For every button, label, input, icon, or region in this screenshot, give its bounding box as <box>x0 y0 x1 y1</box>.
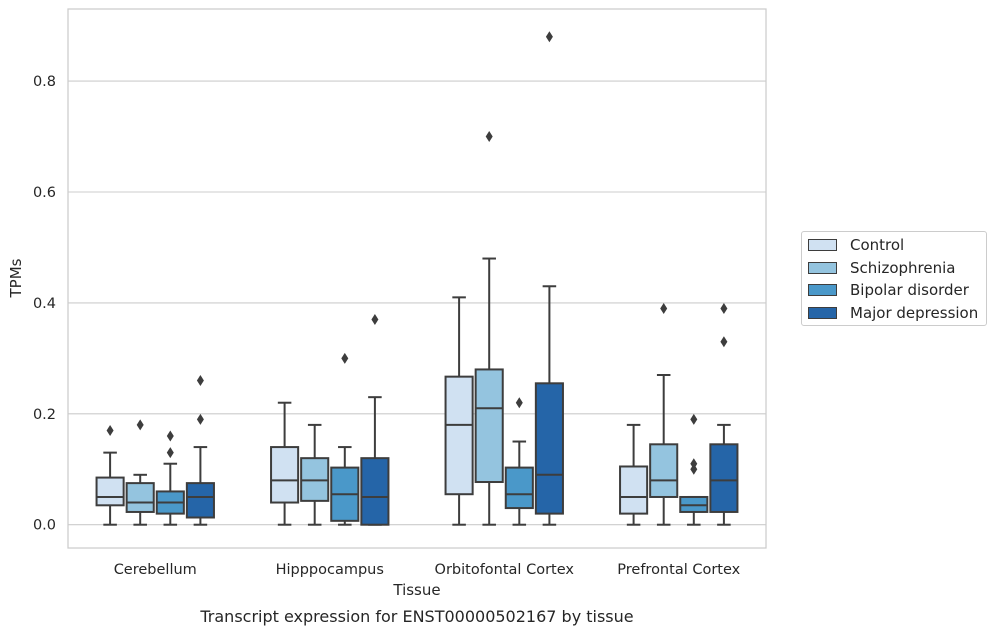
legend-label: Bipolar disorder <box>850 281 969 299</box>
box-3-1 <box>649 302 679 526</box>
y-tick-label: 0.4 <box>33 296 56 312</box>
box-1-0 <box>270 401 300 526</box>
box-1-3 <box>360 314 390 526</box>
legend: Control Schizophrenia Bipolar disorder Majo… <box>801 231 987 326</box>
x-tick-label: Hipppocampus <box>276 562 384 578</box>
outlier-point <box>720 302 728 314</box>
legend-swatch <box>808 239 837 251</box>
x-tick-label: Cerebellum <box>114 562 197 578</box>
box-1-1 <box>300 423 330 526</box>
box-body <box>444 375 474 496</box>
box-0-0 <box>95 424 125 526</box>
gridlines <box>68 80 766 526</box>
x-axis-label: Tissue <box>392 581 440 599</box>
outlier-point <box>690 463 698 475</box>
outlier-point <box>720 336 728 348</box>
box-body <box>95 476 125 507</box>
box-series <box>95 31 739 526</box>
outlier-point <box>166 447 174 459</box>
box-body <box>619 465 649 515</box>
x-tick-label: Orbitofontal Cortex <box>435 562 575 578</box>
box-body <box>649 443 679 498</box>
legend-item: Major depression <box>808 303 978 323</box>
box-body <box>709 443 739 513</box>
box-2-0 <box>444 296 474 526</box>
outlier-point <box>690 413 698 425</box>
plot-frame <box>67 8 767 549</box>
legend-item: Bipolar disorder <box>808 280 969 300</box>
box-3-2 <box>679 413 709 526</box>
box-body <box>534 382 564 515</box>
box-2-1 <box>474 131 504 526</box>
legend-item: Schizophrenia <box>808 258 955 278</box>
legend-label: Control <box>850 236 905 254</box>
box-2-3 <box>534 31 564 526</box>
box-body <box>125 482 155 513</box>
box-body <box>474 368 504 484</box>
outlier-point <box>371 314 379 326</box>
box-0-2 <box>155 430 185 526</box>
legend-swatch <box>808 261 837 274</box>
legend-label: Schizophrenia <box>850 258 956 277</box>
y-tick-label: 0.6 <box>33 185 56 201</box>
y-tick-label: 0.8 <box>33 74 56 90</box>
y-tick-label: 0.2 <box>33 407 56 423</box>
x-tick-label: Prefrontal Cortex <box>617 562 740 578</box>
outlier-point <box>545 31 553 43</box>
box-body <box>504 466 534 510</box>
outlier-point <box>660 302 668 314</box>
box-1-2 <box>330 352 360 526</box>
box-body <box>185 482 215 519</box>
outlier-point <box>136 419 144 431</box>
chart-title: Transcript expression for ENST0000050216… <box>199 607 633 626</box>
outlier-point <box>106 424 114 436</box>
outlier-point <box>515 397 523 409</box>
outlier-point <box>485 131 493 143</box>
outlier-point <box>166 430 174 442</box>
legend-label: Major depression <box>850 303 979 322</box>
outlier-point <box>196 413 204 425</box>
box-0-3 <box>185 375 215 526</box>
box-0-1 <box>125 419 155 526</box>
box-3-0 <box>619 423 649 526</box>
legend-item: Control <box>808 235 904 255</box>
box-2-2 <box>504 397 534 526</box>
outlier-point <box>690 458 698 470</box>
legend-swatch <box>808 306 837 319</box>
outlier-point <box>341 352 349 364</box>
y-axis-ticks: 0.0 0.2 0.4 0.6 0.8 <box>33 74 56 534</box>
legend-swatch <box>808 284 837 296</box>
x-axis-ticks: Cerebellum Hipppocampus Orbitofontal Corte… <box>114 562 741 578</box>
box-body <box>360 457 390 526</box>
box-3-3 <box>709 302 739 526</box>
box-body <box>270 446 300 504</box>
outlier-point <box>196 375 204 387</box>
y-tick-label: 0.0 <box>33 518 56 534</box>
y-axis-label: TPMs <box>7 258 25 298</box>
